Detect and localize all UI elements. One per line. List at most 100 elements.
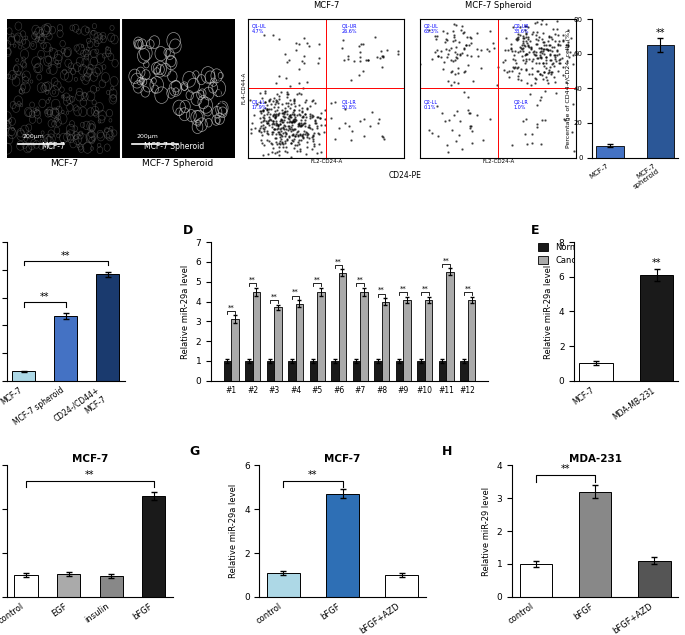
Point (266, 138, 277, 149)
Point (464, 121, 475, 131)
Point (268, 111, 279, 121)
Point (277, 105, 288, 115)
Point (268, 30, 279, 40)
Point (438, 64, 449, 74)
Point (274, 150, 285, 160)
Point (267, 129, 278, 139)
Point (432, 51, 443, 61)
Point (286, 123, 297, 133)
X-axis label: FL2-CD24-A: FL2-CD24-A (482, 159, 514, 164)
Point (267, 144, 278, 154)
Point (455, 49, 466, 59)
Point (506, 44, 516, 54)
Point (264, 104, 275, 114)
Point (547, 67, 558, 77)
Point (312, 58, 323, 68)
Point (432, 30, 443, 41)
Point (532, 17, 543, 27)
Point (276, 117, 287, 128)
Point (520, 50, 531, 60)
Point (382, 45, 393, 55)
Point (510, 34, 521, 44)
Point (253, 124, 264, 135)
Point (568, 59, 579, 69)
Point (289, 97, 300, 107)
Point (519, 21, 530, 31)
Point (549, 50, 560, 60)
Point (344, 121, 355, 131)
Point (271, 119, 282, 129)
Point (271, 138, 282, 149)
Point (569, 145, 580, 156)
Point (550, 29, 561, 39)
Point (288, 95, 299, 105)
Point (258, 116, 269, 126)
Point (361, 55, 372, 65)
Point (263, 97, 274, 107)
Point (506, 39, 516, 49)
Point (523, 46, 534, 57)
Point (297, 106, 308, 116)
Point (277, 115, 288, 125)
Point (262, 116, 273, 126)
Point (449, 69, 460, 79)
Point (301, 132, 312, 142)
Point (436, 46, 447, 56)
Point (314, 113, 325, 123)
Point (443, 49, 453, 59)
Point (256, 130, 267, 140)
Text: **: ** (271, 293, 277, 300)
Point (285, 124, 296, 135)
Point (558, 70, 569, 80)
Point (291, 110, 302, 120)
Point (354, 56, 365, 66)
Point (536, 43, 547, 53)
Point (295, 135, 306, 145)
Point (304, 123, 315, 133)
Point (439, 116, 450, 126)
Point (534, 69, 545, 79)
Point (538, 58, 549, 69)
Bar (231, 319, 238, 381)
Point (266, 138, 277, 148)
Point (523, 69, 534, 79)
Point (277, 137, 288, 147)
Point (532, 53, 543, 63)
Point (260, 97, 271, 107)
Point (458, 28, 469, 38)
Point (310, 118, 321, 128)
Point (289, 112, 300, 123)
Point (432, 44, 443, 55)
Point (277, 140, 288, 150)
Point (264, 135, 275, 145)
Point (440, 34, 451, 44)
Point (539, 61, 550, 71)
Point (281, 142, 292, 152)
Point (281, 73, 292, 83)
Text: **: ** (561, 464, 570, 474)
Point (439, 57, 450, 67)
Point (299, 97, 310, 107)
Bar (338, 273, 346, 381)
Point (515, 15, 526, 25)
Point (269, 99, 280, 109)
Point (297, 112, 308, 123)
Point (262, 117, 273, 128)
Point (260, 103, 271, 113)
Point (354, 116, 365, 126)
Point (272, 89, 283, 99)
Point (262, 100, 273, 110)
Point (542, 77, 553, 88)
Point (539, 67, 550, 77)
Point (526, 130, 537, 140)
Point (302, 130, 313, 140)
Point (497, 57, 508, 67)
Point (299, 58, 310, 69)
Point (507, 66, 518, 76)
Point (348, 56, 359, 66)
Point (314, 138, 325, 149)
Point (278, 112, 289, 122)
Point (288, 94, 299, 104)
Point (308, 136, 319, 146)
Point (518, 116, 529, 126)
